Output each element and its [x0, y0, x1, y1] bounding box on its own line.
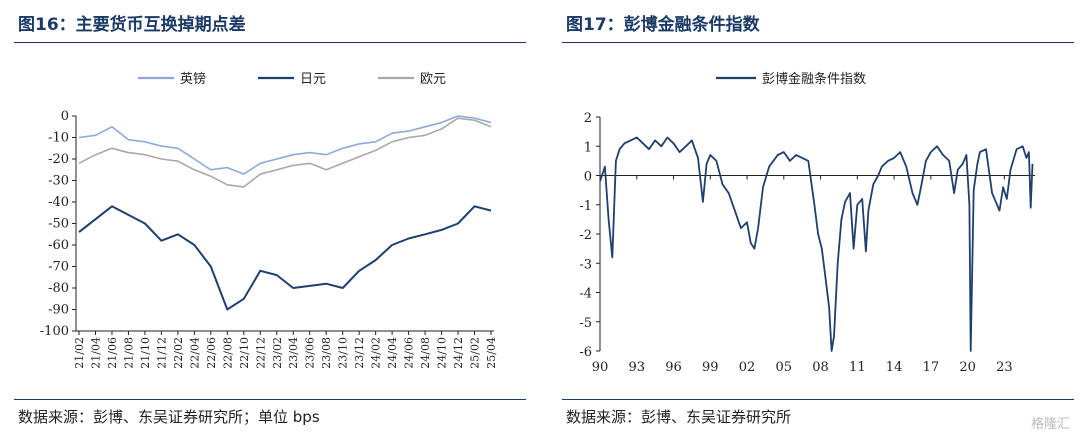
left-y-tick-label: -70 — [48, 260, 69, 275]
left-x-tick-label: 21/08 — [122, 337, 135, 369]
right-x-tick-label: 99 — [702, 360, 719, 375]
right-x-tick-label: 08 — [812, 360, 829, 375]
right-y-tick-label: -6 — [579, 345, 592, 360]
legend-label-eur: 欧元 — [420, 72, 446, 87]
right-y-tick-label: 1 — [584, 140, 592, 155]
left-footer-rule — [14, 399, 526, 400]
left-x-tick-label: 24/06 — [403, 337, 416, 369]
left-x-tick-label: 23/04 — [287, 337, 300, 369]
right-x-tick-label: 11 — [849, 360, 866, 375]
right-source-note: 数据来源：彭博、东吴证券研究所 — [566, 408, 792, 426]
left-x-tick-label: 21/02 — [73, 337, 86, 369]
left-chart-title: 图16：主要货币互换掉期点差 — [18, 15, 246, 35]
legend-label-gbp: 英镑 — [180, 71, 206, 87]
left-x-tick-label: 22/08 — [221, 337, 234, 369]
right-title-rule — [562, 42, 1074, 43]
left-x-tick-label: 22/06 — [205, 337, 218, 369]
right-y-tick-label: -3 — [579, 257, 592, 272]
right-y-tick-label: -4 — [579, 287, 592, 302]
left-x-tick-label: 23/06 — [304, 337, 317, 369]
legend-label-jpy: 日元 — [300, 72, 326, 87]
left-x-tick-label: 21/12 — [155, 337, 168, 369]
series-line-jpy — [78, 205, 492, 311]
left-x-tick-label: 21/10 — [139, 337, 152, 369]
left-x-tick-label: 24/10 — [436, 337, 449, 369]
left-y-tick-label: -30 — [48, 174, 69, 189]
right-y-tick-label: 0 — [584, 170, 592, 185]
right-y-tick-label: 2 — [584, 111, 592, 126]
left-y-tick-label: -80 — [48, 281, 69, 296]
left-source-note: 数据来源：彭博、东吴证券研究所；单位 bps — [18, 408, 320, 426]
series-line-fci — [599, 136, 1034, 352]
left-x-tick-label: 22/04 — [188, 337, 201, 369]
left-x-tick-label: 22/02 — [172, 337, 185, 369]
left-x-tick-label: 23/08 — [320, 337, 333, 369]
left-y-tick-label: -40 — [48, 195, 69, 210]
left-x-tick-label: 24/02 — [370, 337, 383, 369]
right-x-tick-label: 17 — [923, 360, 940, 375]
right-footer-rule — [562, 399, 1074, 400]
left-y-tick-label: -90 — [48, 303, 69, 318]
left-x-tick-label: 24/12 — [452, 337, 465, 369]
right-x-tick-label: 23 — [996, 360, 1013, 375]
right-y-tick-label: -1 — [579, 199, 592, 214]
right-x-tick-label: 20 — [959, 360, 976, 375]
right-x-tick-label: 96 — [665, 360, 682, 375]
series-line-eur — [78, 117, 492, 188]
left-x-tick-label: 25/04 — [485, 337, 498, 369]
left-y-tick-label: -100 — [40, 324, 69, 339]
left-x-tick-label: 23/10 — [337, 337, 350, 369]
financial-conditions-chart: 2 1 0 -1 -2 -3 -4 -5 -690 93 96 99 02 05 08 11 14 17 20 23 彭… — [579, 71, 1035, 375]
left-x-tick-label: 24/04 — [386, 337, 399, 369]
right-x-tick-label: 02 — [739, 360, 756, 375]
left-y-tick-label: -10 — [48, 131, 69, 146]
right-chart-title: 图17：彭博金融条件指数 — [566, 15, 760, 35]
left-panel: 图16：主要货币互换掉期点差 0 -10 -20 -30 -40 -50 -60 -70 -80… — [0, 0, 532, 438]
left-x-tick-label: 21/06 — [106, 337, 119, 369]
left-x-tick-label: 22/12 — [254, 337, 267, 369]
right-x-tick-label: 14 — [886, 360, 903, 375]
left-y-tick-label: -50 — [48, 217, 69, 232]
right-y-tick-label: -5 — [579, 316, 592, 331]
left-x-tick-label: 24/08 — [419, 337, 432, 369]
right-x-tick-label: 93 — [628, 360, 645, 375]
right-x-tick-label: 05 — [776, 360, 793, 375]
left-title-rule — [14, 42, 526, 43]
left-x-tick-label: 23/02 — [271, 337, 284, 369]
right-y-tick-label: -2 — [579, 228, 592, 243]
left-y-tick-label: -60 — [48, 238, 69, 253]
left-x-tick-label: 22/10 — [238, 337, 251, 369]
left-x-tick-label: 21/04 — [89, 337, 102, 369]
right-panel: 图17：彭博金融条件指数 2 1 0 -1 -2 -3 -4 -5 -6 90 93 96 99 02 05… — [548, 0, 1080, 438]
left-y-tick-label: -20 — [48, 152, 69, 167]
left-x-tick-label: 23/12 — [353, 337, 366, 369]
watermark-logo: 格隆汇 — [1030, 417, 1070, 432]
legend-label-fci: 彭博金融条件指数 — [762, 71, 866, 87]
left-x-tick-label: 25/02 — [469, 337, 482, 369]
series-line-gbp — [78, 115, 492, 175]
right-x-tick-label: 90 — [592, 360, 609, 375]
left-y-tick-label: 0 — [61, 109, 69, 124]
